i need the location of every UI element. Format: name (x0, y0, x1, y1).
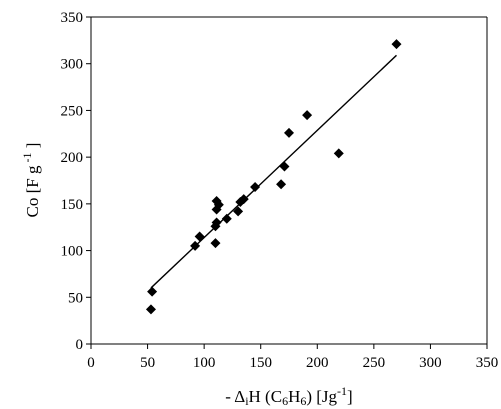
y-tick-label: 50 (68, 290, 83, 306)
data-point (213, 199, 224, 210)
data-point (333, 148, 344, 159)
data-point (194, 231, 205, 242)
data-point (250, 182, 261, 193)
y-tick-label: 200 (61, 150, 84, 166)
y-tick-label: 300 (61, 57, 84, 73)
y-tick-label: 250 (61, 103, 84, 119)
data-point (284, 127, 294, 138)
data-point (279, 161, 290, 172)
y-tick-label: 350 (61, 10, 84, 26)
data-point (238, 194, 249, 205)
y-tick-label: 100 (61, 244, 84, 260)
data-point (211, 217, 222, 228)
y-tick-label: 0 (76, 337, 84, 353)
data-point (302, 110, 313, 121)
x-axis-ticks: 0 50 100 150 200 250 300 350 (87, 344, 498, 371)
y-tick-label: 150 (61, 197, 84, 213)
y-axis-ticks: 0 50 100 150 200 250 300 350 (61, 10, 91, 353)
y-axis-title: Co [F g -1 ] (20, 143, 42, 218)
x-axis-title: - ΔiH (C6H6) [Jg-1] (225, 384, 352, 408)
plot-frame (90, 16, 488, 345)
x-tick-label: 350 (476, 355, 499, 371)
x-tick-label: 100 (193, 355, 216, 371)
trendline-layer (150, 54, 397, 289)
data-point (221, 213, 232, 224)
x-tick-label: 50 (140, 355, 155, 371)
x-tick-label: 150 (249, 355, 272, 371)
x-tick-label: 0 (87, 355, 95, 371)
data-point (190, 240, 201, 251)
x-tick-label: 200 (306, 355, 329, 371)
x-tick-label: 300 (419, 355, 442, 371)
data-point (391, 39, 402, 50)
data-point (233, 206, 244, 217)
data-point (145, 304, 156, 315)
data-point (147, 286, 158, 297)
data-points-layer (145, 39, 402, 315)
data-point (210, 238, 221, 249)
data-point (276, 179, 287, 190)
trendline (150, 54, 397, 289)
x-tick-label: 250 (363, 355, 386, 371)
